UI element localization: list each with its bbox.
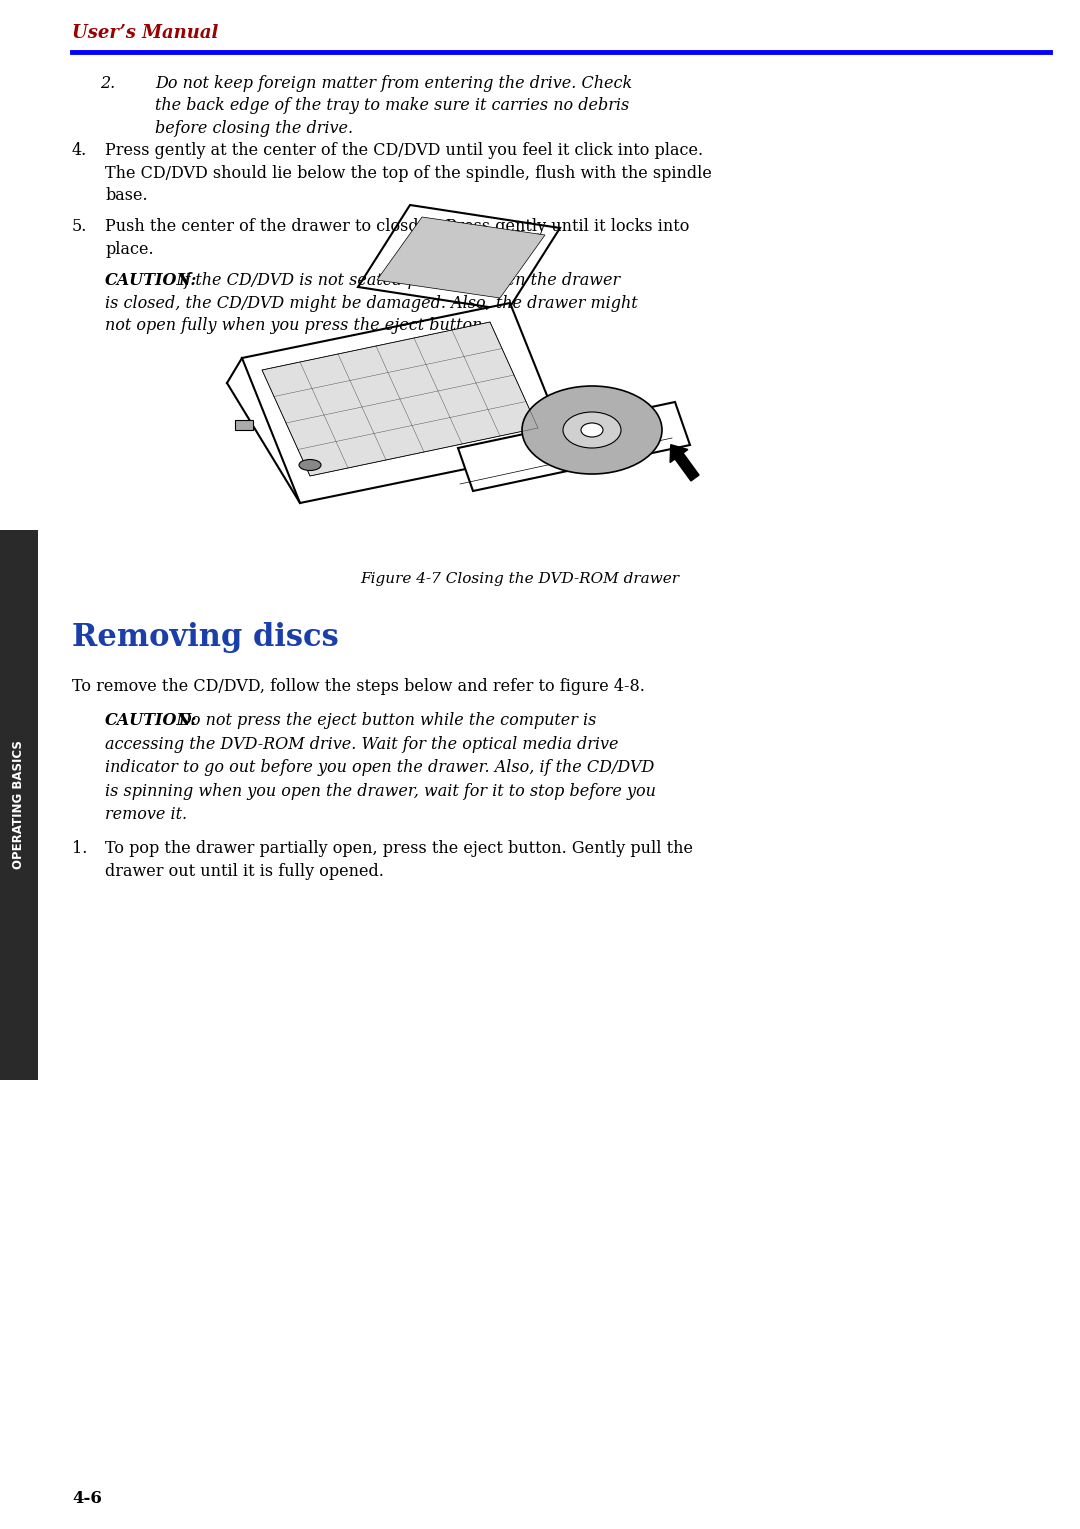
Text: 5.: 5. [72,219,87,235]
Text: base.: base. [105,187,148,203]
Text: place.: place. [105,240,153,257]
Text: 2.: 2. [100,75,116,92]
Text: not open fully when you press the eject button.: not open fully when you press the eject … [105,317,487,333]
FancyArrow shape [670,445,699,482]
Text: Push the center of the drawer to closd it. Press gently until it locks into: Push the center of the drawer to closd i… [105,219,689,235]
Text: Do not press the eject button while the computer is: Do not press the eject button while the … [178,713,596,729]
Text: CAUTION:: CAUTION: [105,272,198,289]
Polygon shape [262,323,538,476]
Text: the back edge of the tray to make sure it carries no debris: the back edge of the tray to make sure i… [156,98,630,115]
Ellipse shape [522,385,662,474]
Text: 1.: 1. [72,839,87,856]
Text: If the CD/DVD is not seated properly when the drawer: If the CD/DVD is not seated properly whe… [178,272,620,289]
Text: To remove the CD/DVD, follow the steps below and refer to figure 4-8.: To remove the CD/DVD, follow the steps b… [72,677,645,696]
Text: indicator to go out before you open the drawer. Also, if the CD/DVD: indicator to go out before you open the … [105,758,654,777]
Ellipse shape [299,460,321,471]
Polygon shape [242,303,568,503]
Text: User’s Manual: User’s Manual [72,24,218,41]
Text: Removing discs: Removing discs [72,622,339,653]
Text: Press gently at the center of the CD/DVD until you feel it click into place.: Press gently at the center of the CD/DVD… [105,142,703,159]
Text: 4-6: 4-6 [72,1489,102,1508]
Text: Do not keep foreign matter from entering the drive. Check: Do not keep foreign matter from entering… [156,75,632,92]
Ellipse shape [581,424,603,437]
Text: is spinning when you open the drawer, wait for it to stop before you: is spinning when you open the drawer, wa… [105,783,656,800]
FancyBboxPatch shape [235,420,253,430]
Text: OPERATING BASICS: OPERATING BASICS [13,740,26,870]
Text: CAUTION:: CAUTION: [105,713,198,729]
Text: is closed, the CD/DVD might be damaged. Also, the drawer might: is closed, the CD/DVD might be damaged. … [105,295,637,312]
Text: remove it.: remove it. [105,806,187,823]
Bar [0,531,38,1079]
Text: before closing the drive.: before closing the drive. [156,119,353,138]
Polygon shape [357,205,561,310]
Text: accessing the DVD-ROM drive. Wait for the optical media drive: accessing the DVD-ROM drive. Wait for th… [105,735,619,752]
Text: Figure 4-7 Closing the DVD-ROM drawer: Figure 4-7 Closing the DVD-ROM drawer [361,572,679,586]
Text: 4.: 4. [72,142,87,159]
Polygon shape [458,402,690,491]
Text: drawer out until it is fully opened.: drawer out until it is fully opened. [105,862,383,879]
Text: To pop the drawer partially open, press the eject button. Gently pull the: To pop the drawer partially open, press … [105,839,693,856]
Ellipse shape [563,411,621,448]
Polygon shape [377,217,545,298]
Text: The CD/DVD should lie below the top of the spindle, flush with the spindle: The CD/DVD should lie below the top of t… [105,165,712,182]
